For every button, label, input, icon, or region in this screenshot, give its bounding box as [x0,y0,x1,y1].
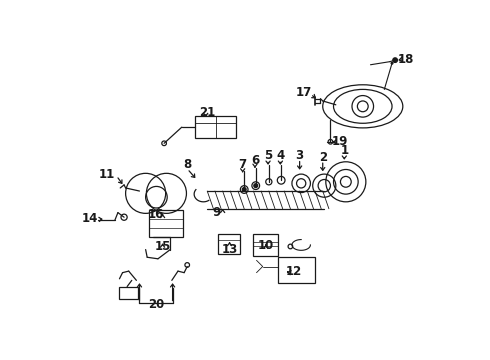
Text: 10: 10 [258,239,274,252]
Circle shape [391,62,393,65]
Text: 9: 9 [212,206,220,219]
Text: 6: 6 [251,154,259,167]
Text: 17: 17 [296,86,313,99]
Text: 8: 8 [183,158,191,171]
Text: 14: 14 [82,212,98,225]
Bar [253,234,278,256]
Circle shape [393,58,397,62]
Text: 5: 5 [264,149,272,162]
Text: 21: 21 [199,106,216,119]
Bar [278,257,315,283]
Bar [149,210,183,237]
Bar [120,287,138,299]
Text: 1: 1 [340,144,348,157]
Circle shape [242,188,246,192]
Text: 13: 13 [221,243,238,256]
Text: 20: 20 [148,298,165,311]
Text: 2: 2 [318,150,327,164]
Text: 18: 18 [398,53,414,66]
Text: 15: 15 [154,240,171,253]
Circle shape [254,184,258,188]
Text: 12: 12 [285,265,302,278]
Text: 19: 19 [332,135,348,148]
Text: 4: 4 [276,149,285,162]
Text: 3: 3 [295,149,304,162]
Text: 11: 11 [99,168,115,181]
Text: 7: 7 [239,158,247,171]
Text: 16: 16 [147,208,164,221]
Bar [218,234,240,254]
Bar [195,116,237,138]
